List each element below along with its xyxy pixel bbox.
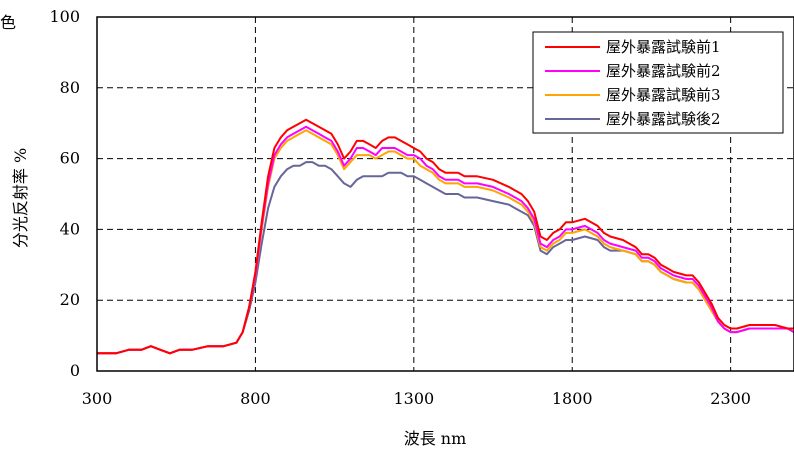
series-line (97, 118, 794, 355)
x-axis-title: 波長 nm (404, 429, 467, 448)
legend-label: 屋外暴露試験前3 (606, 86, 721, 104)
legend-label: 屋外暴露試験後2 (606, 110, 721, 128)
series-line (97, 161, 794, 355)
legend-label: 屋外暴露試験前1 (606, 38, 721, 56)
x-tick-label: 2300 (710, 389, 751, 408)
plot-frame (96, 16, 794, 372)
y-tick-label: 40 (60, 219, 80, 238)
x-tick-label: 1800 (552, 389, 593, 408)
y-tick-label: 100 (49, 7, 80, 26)
legend-box (532, 31, 784, 134)
legend-label: 屋外暴露試験前2 (606, 62, 721, 80)
series-layer (97, 118, 794, 355)
x-tick-label: 800 (240, 389, 271, 408)
legend: 屋外暴露試験前1 屋外暴露試験前2 屋外暴露試験前3 屋外暴露試験後2 (532, 31, 784, 134)
y-tick-label: 20 (60, 290, 80, 309)
corner-label: 色 (0, 13, 16, 32)
x-tick-label: 300 (82, 389, 113, 408)
y-tick-label: 60 (60, 149, 80, 168)
y-tick-label: 80 (60, 78, 80, 97)
y-tick-labels: 0 20 40 60 80 100 (49, 7, 80, 380)
x-tick-labels: 300 800 1300 1800 2300 (82, 389, 751, 408)
series-line (97, 129, 794, 355)
y-axis-title: 分光反射率 % (11, 148, 30, 248)
series-line (97, 125, 794, 355)
x-tick-label: 1300 (393, 389, 434, 408)
y-tick-label: 0 (70, 361, 80, 380)
